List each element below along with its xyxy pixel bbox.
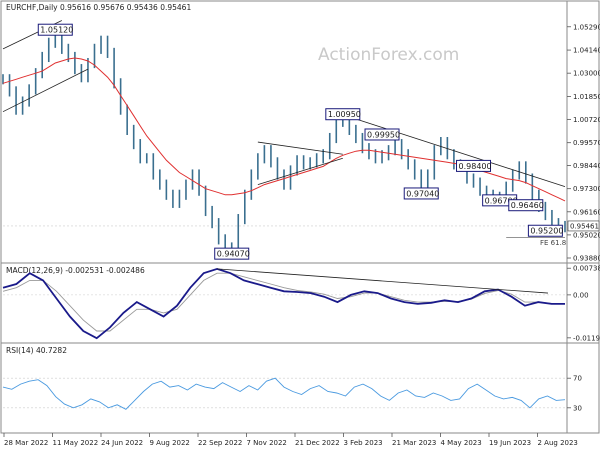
xtick-label: 21 Dec 2022 xyxy=(295,439,340,447)
xtick-label: 22 Sep 2022 xyxy=(198,439,242,447)
price-ytick-label: 0.97300 xyxy=(573,185,600,193)
rsi-layer xyxy=(2,377,567,410)
level-box xyxy=(456,159,492,172)
rsi-line xyxy=(2,377,566,410)
level-label: 0.96700 xyxy=(485,196,518,205)
price-ytick-label: 1.03000 xyxy=(573,70,600,78)
level-box xyxy=(508,199,544,212)
trendline xyxy=(2,68,89,113)
rsi-panel-border xyxy=(0,342,600,434)
xtick-label: 28 Mar 2022 xyxy=(4,439,48,447)
level-label: 0.95200 xyxy=(530,227,563,236)
xtick-label: 24 Jun 2022 xyxy=(101,439,143,447)
watermark: ActionForex.com xyxy=(318,45,459,65)
level-label: FE 61.8 xyxy=(540,239,566,247)
price-ytick-label: 0.98440 xyxy=(573,162,600,170)
price-ytick-label: 0.95020 xyxy=(573,231,600,239)
price-panel-title: EURCHF,Daily 0.95616 0.95676 0.95436 0.9… xyxy=(6,3,191,12)
level-label: 0.98400 xyxy=(459,162,492,171)
xtick-label: 11 May 2022 xyxy=(53,439,99,447)
price-ytick-label: 0.93880 xyxy=(573,255,600,263)
xtick-label: 9 Aug 2022 xyxy=(150,439,190,447)
level-label: 1.05120 xyxy=(40,26,73,35)
level-label: 1.00950 xyxy=(328,110,361,119)
macd-panel-title: MACD(12,26,9) -0.002531 -0.002486 xyxy=(6,266,145,275)
price-ytick-label: 0.99570 xyxy=(573,139,600,147)
level-box xyxy=(37,23,73,36)
price-layer: 1.05120 1.00950 0.99950 0.97040 0.98400 0.967… xyxy=(2,20,567,260)
macd-ytick-label: 0.00 xyxy=(573,291,589,299)
macd-ytick-label: -0.0119 xyxy=(573,334,600,342)
macd-trendline xyxy=(217,268,549,294)
last-price-label: 0.95461 xyxy=(570,222,599,230)
last-price-box xyxy=(567,220,600,232)
axis-layer: 1.05290 1.04140 1.03000 1.01850 1.00720 0.995… xyxy=(3,23,600,447)
macd-signal-line xyxy=(2,272,566,332)
xtick-label: 2 Aug 2023 xyxy=(538,439,578,447)
level-box xyxy=(403,187,439,200)
trendline xyxy=(257,141,343,155)
xtick-label: 4 May 2023 xyxy=(441,439,482,447)
rsi-panel-title: RSI(14) 40.7282 xyxy=(6,346,67,355)
level-box xyxy=(214,247,250,260)
price-ytick-label: 1.04140 xyxy=(573,47,600,55)
xtick-label: 21 Mar 2023 xyxy=(392,439,436,447)
price-ytick-label: 1.00720 xyxy=(573,116,600,124)
level-label: 0.97040 xyxy=(406,189,439,198)
price-ytick-label: 0.96160 xyxy=(573,208,600,216)
trendline xyxy=(257,157,343,186)
level-box xyxy=(364,128,400,141)
level-box xyxy=(325,108,361,121)
price-ytick-label: 1.01850 xyxy=(573,93,600,101)
level-box xyxy=(527,224,563,237)
macd-layer xyxy=(2,267,567,340)
price-panel-border xyxy=(0,0,600,264)
level-label: 0.96460 xyxy=(511,201,544,210)
trendline xyxy=(342,114,566,188)
level-label: 0.94070 xyxy=(217,250,250,259)
rsi-ytick-label: 70 xyxy=(573,375,582,383)
macd-line xyxy=(2,267,565,340)
level-label: 0.99950 xyxy=(367,130,400,139)
xtick-label: 3 Feb 2023 xyxy=(344,439,383,447)
xtick-label: 7 Nov 2022 xyxy=(247,439,287,447)
macd-ytick-label: 0.007384 xyxy=(573,265,600,273)
rsi-ytick-label: 30 xyxy=(573,404,582,412)
price-ytick-label: 1.05290 xyxy=(573,23,600,31)
xtick-label: 19 Jun 2023 xyxy=(489,439,531,447)
